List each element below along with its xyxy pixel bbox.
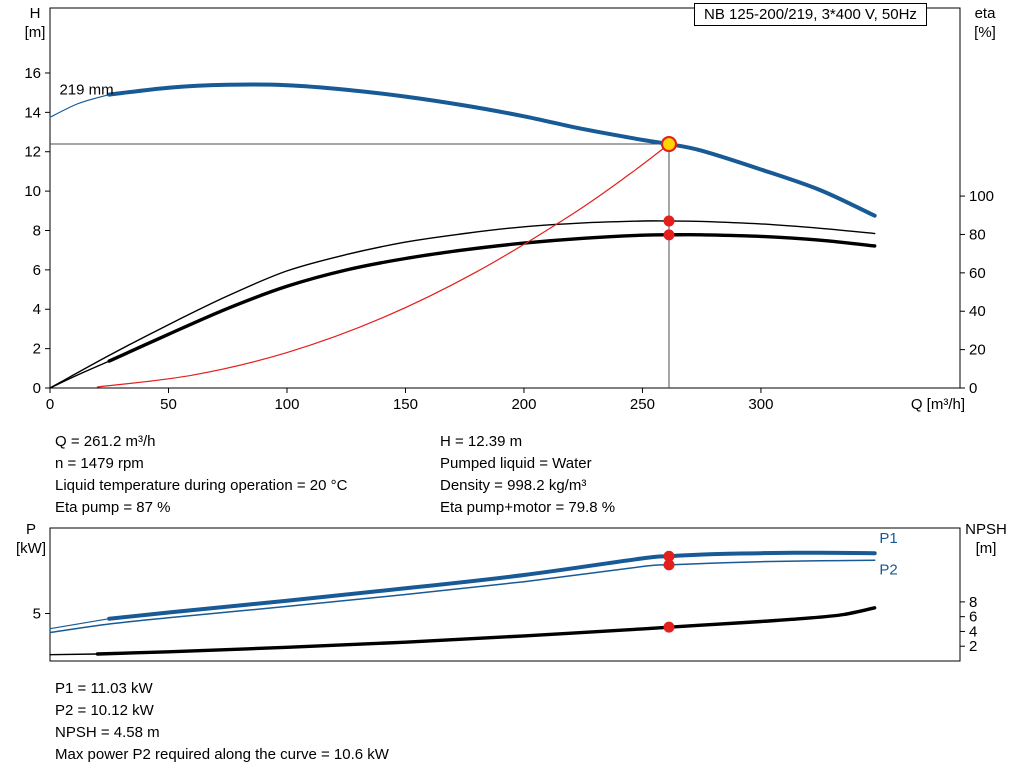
power-yr-tick-label: 8 — [969, 594, 977, 611]
hq-yl-tick-label: 0 — [33, 380, 41, 397]
hq-yl-tick-label: 16 — [24, 65, 41, 82]
hq-x-tick-label: 150 — [393, 396, 418, 413]
hq-series-eta-pump — [49, 220, 876, 389]
power-series-p2 — [49, 559, 876, 634]
duty-info-left: Q = 261.2 m³/h n = 1479 rpm Liquid tempe… — [55, 431, 347, 519]
power-label-p1: P1 — [879, 530, 897, 547]
hq-yr-tick-label: 40 — [969, 303, 986, 320]
eta-axis-label: eta [%] — [974, 5, 996, 41]
hq-series-eta-pump-motor-leadin — [49, 360, 110, 389]
hq-x-axis-label: Q [m³/h] — [911, 396, 965, 413]
hq-series-eta-pump-motor — [107, 233, 877, 363]
power-yr-tick-label: 4 — [969, 623, 977, 640]
info-eta-pump: Eta pump = 87 % — [55, 499, 171, 516]
hq-yl-tick-label: 2 — [33, 341, 41, 358]
power-series-p1-leadin — [49, 618, 110, 630]
hq-x-tick-label: 100 — [274, 396, 299, 413]
hq-yl-tick-label: 12 — [24, 144, 41, 161]
hq-yl-tick-label: 14 — [24, 104, 41, 121]
hq-series-system-curve — [96, 143, 670, 388]
hq-eta-pump-motor-point — [663, 229, 675, 241]
info-density: Density = 998.2 kg/m³ — [440, 477, 587, 494]
hq-x-tick-label: 250 — [630, 396, 655, 413]
hq-yr-tick-label: 80 — [969, 226, 986, 243]
hq-series-hq-219mm — [107, 82, 877, 218]
power-yr-tick-label: 2 — [969, 638, 977, 655]
power-label-p2: P2 — [879, 562, 897, 579]
power-npsh-point — [663, 621, 675, 633]
hq-yl-tick-label: 10 — [24, 183, 41, 200]
result-max-power-p2: Max power P2 required along the curve = … — [55, 746, 389, 763]
hq-yr-tick-label: 20 — [969, 342, 986, 359]
hq-eta-pump-point — [663, 215, 675, 227]
info-eta-pump-motor: Eta pump+motor = 79.8 % — [440, 499, 616, 516]
pump-title-box: NB 125-200/219, 3*400 V, 50Hz — [694, 3, 927, 26]
hq-yr-tick-label: 60 — [969, 265, 986, 282]
result-p1: P1 = 11.03 kW — [55, 680, 153, 697]
power-series-p1 — [107, 550, 877, 621]
info-head: H = 12.39 m — [440, 433, 523, 450]
info-pumped-liquid: Pumped liquid = Water — [440, 455, 592, 472]
hq-yl-tick-label: 6 — [33, 262, 41, 279]
hq-frame — [49, 7, 961, 389]
power-frame — [49, 527, 961, 662]
hq-series-hq-leadin — [49, 94, 110, 118]
hq-yr-tick-label: 0 — [969, 380, 977, 397]
info-speed: n = 1479 rpm — [55, 455, 144, 472]
hq-yl-tick-label: 8 — [33, 222, 41, 239]
result-p2: P2 = 10.12 kW — [55, 702, 154, 719]
hq-x-tick-label: 50 — [160, 396, 177, 413]
hq-yr-tick-label: 100 — [969, 188, 994, 205]
hq-duty-point[interactable] — [660, 135, 678, 153]
info-q: Q = 261.2 m³/h — [55, 433, 156, 450]
npsh-axis-label: NPSH [m] — [965, 521, 1007, 557]
info-liquid-temperature: Liquid temperature during operation = 20… — [55, 477, 348, 494]
duty-info-right: H = 12.39 m Pumped liquid = Water Densit… — [440, 431, 615, 519]
power-results: P1 = 11.03 kW P2 = 10.12 kW NPSH = 4.58 … — [55, 678, 389, 766]
hq-x-tick-label: 0 — [46, 396, 54, 413]
power-yr-tick-label: 6 — [969, 609, 977, 626]
power-p2-point — [663, 559, 675, 571]
hq-x-tick-label: 200 — [511, 396, 536, 413]
power-series-npsh-leadin — [49, 653, 99, 656]
hq-label-219-mm: 219 mm — [59, 82, 113, 99]
p-axis-label: P [kW] — [16, 521, 46, 557]
hq-x-tick-label: 300 — [748, 396, 773, 413]
h-axis-label: H [m] — [24, 5, 46, 41]
result-npsh: NPSH = 4.58 m — [55, 724, 160, 741]
power-yl-tick-label: 5 — [33, 606, 41, 623]
power-series-npsh — [95, 606, 877, 656]
hq-yl-tick-label: 4 — [33, 301, 41, 318]
